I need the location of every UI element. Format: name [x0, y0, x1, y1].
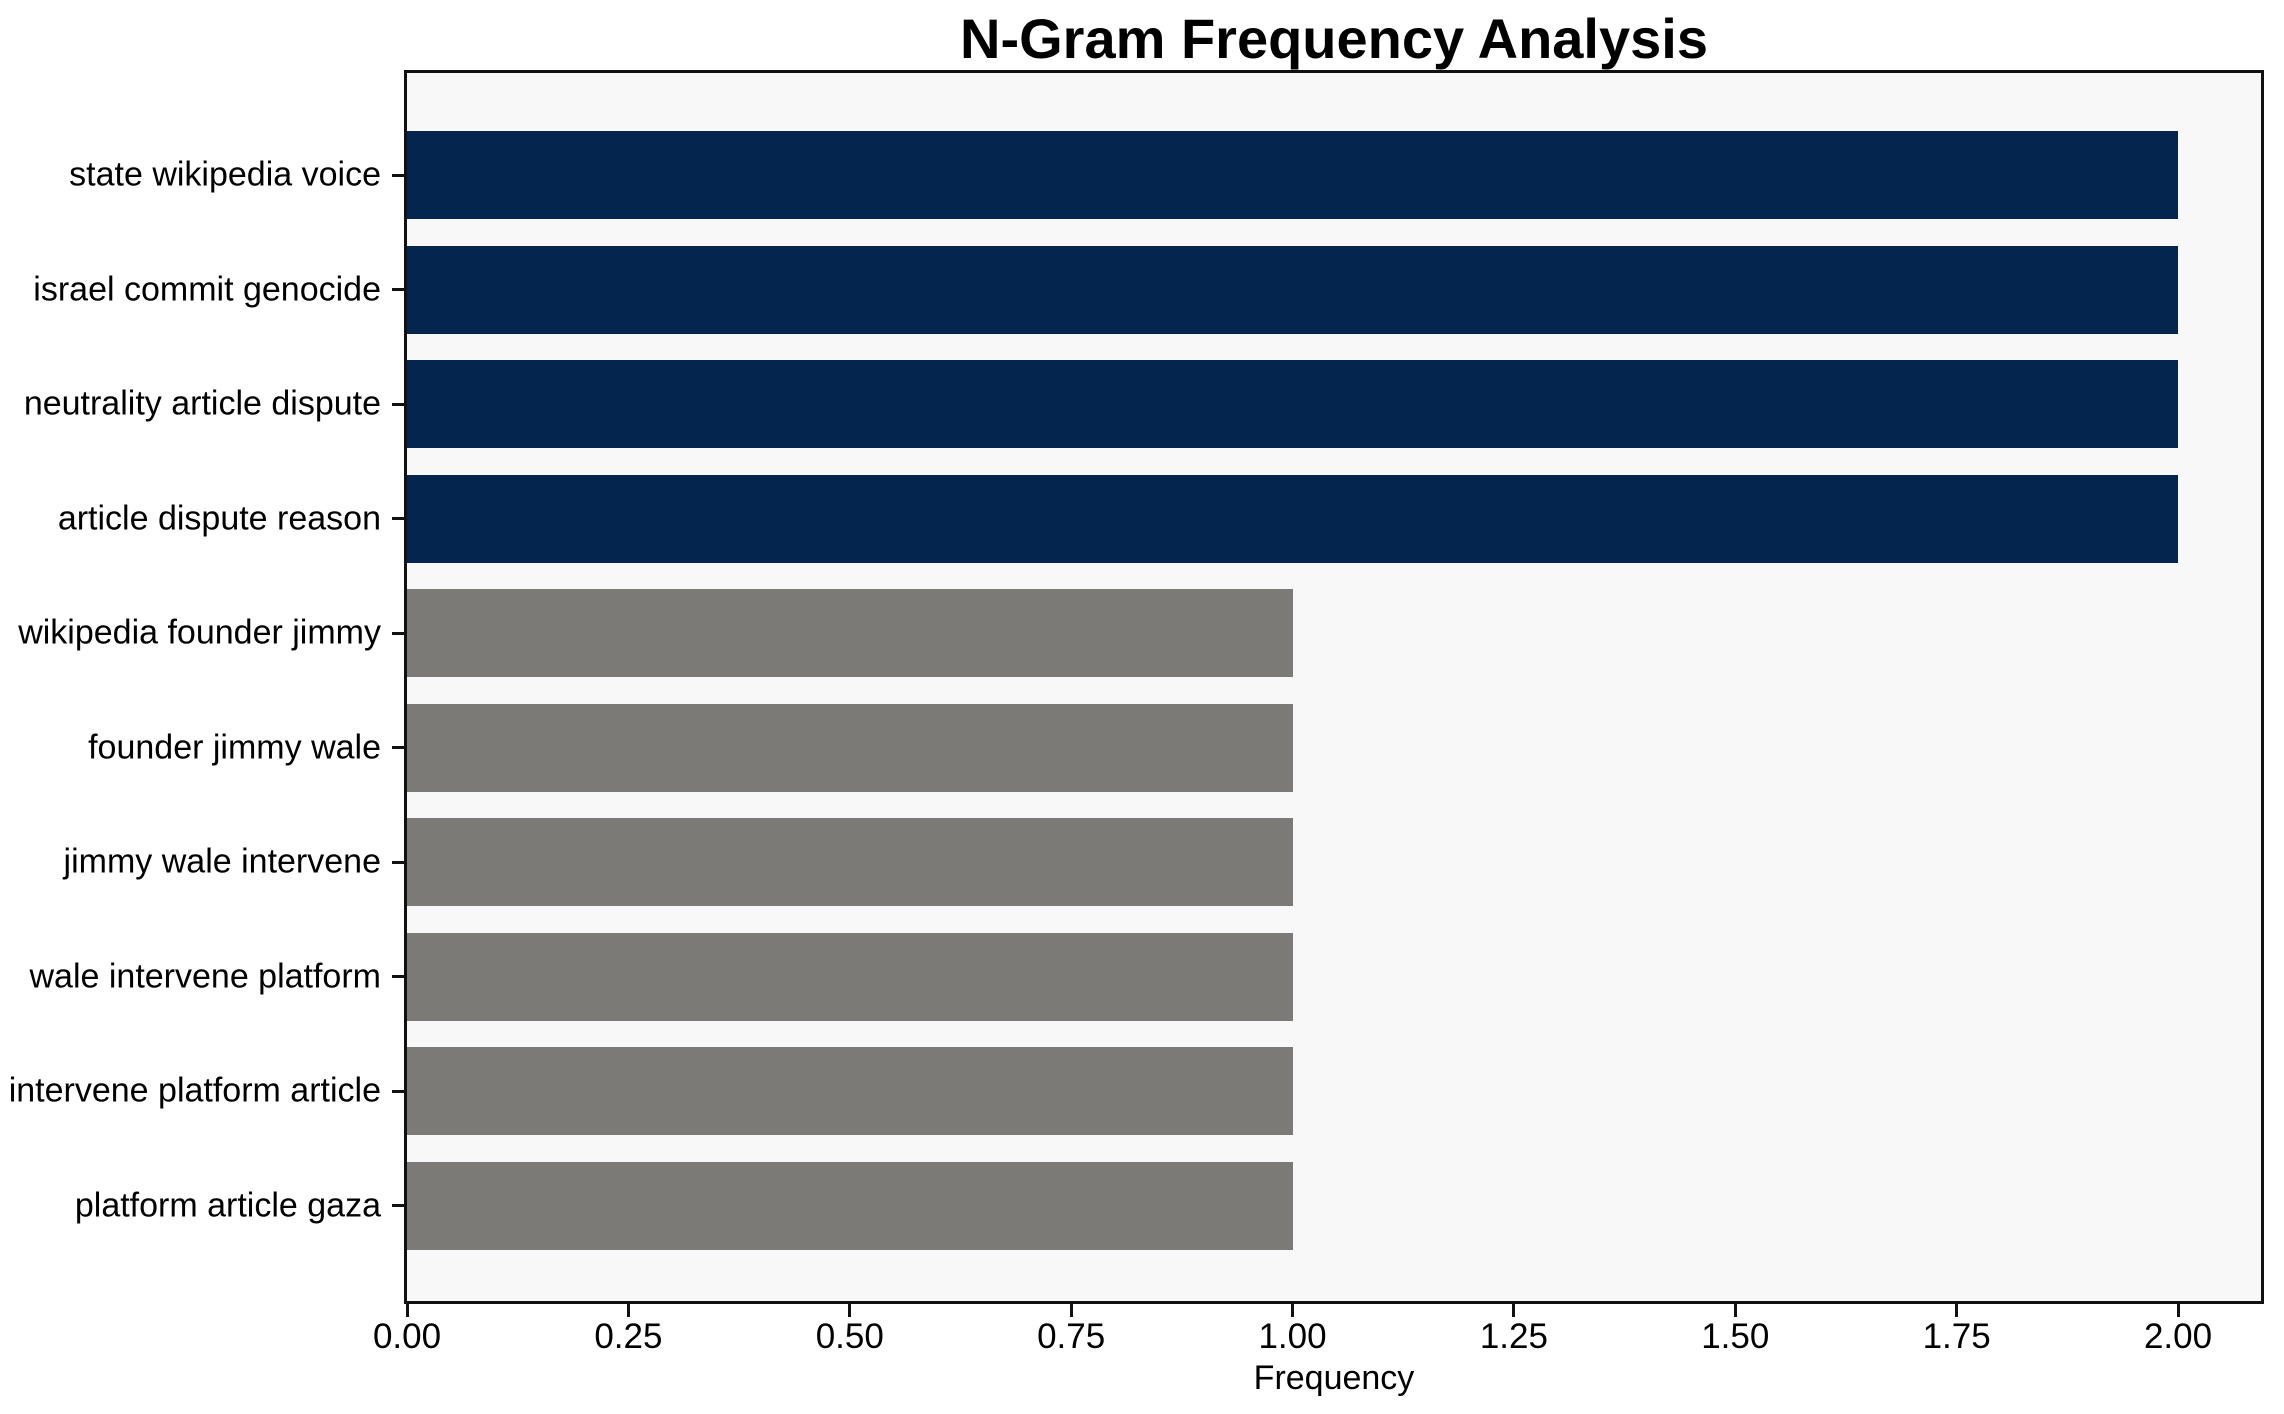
x-tick-label: 0.75	[1037, 1317, 1106, 1356]
y-tick-label: founder jimmy wale	[88, 728, 381, 766]
x-tick-label: 2.00	[2143, 1317, 2213, 1356]
plot-area	[404, 70, 2264, 1304]
y-tick-label: wale intervene platform	[29, 957, 381, 995]
x-tick-mark	[1069, 1304, 1073, 1317]
x-tick-label: 1.75	[1922, 1317, 1991, 1356]
y-tick-label: intervene platform article	[8, 1071, 381, 1110]
x-tick-mark	[1733, 1304, 1737, 1317]
y-tick-mark	[392, 1089, 404, 1093]
y-tick-mark	[392, 173, 404, 177]
y-tick-label: state wikipedia voice	[69, 155, 381, 194]
bar	[407, 245, 2178, 334]
bar	[407, 818, 1293, 906]
y-tick-mark	[392, 288, 404, 291]
x-tick-label: 0.50	[815, 1317, 884, 1356]
y-tick-label: jimmy wale intervene	[63, 842, 381, 881]
y-tick-mark	[392, 860, 404, 864]
x-tick-mark	[1512, 1304, 1516, 1317]
y-tick-label: neutrality article dispute	[23, 384, 381, 423]
bar	[407, 589, 1293, 677]
bar	[407, 474, 2178, 563]
x-tick-label: 0.00	[372, 1317, 442, 1356]
chart-title: N-Gram Frequency Analysis	[960, 7, 1708, 70]
bar	[407, 703, 1293, 792]
bar	[407, 131, 2178, 219]
y-tick-mark	[392, 746, 404, 749]
y-tick-label: article dispute reason	[57, 499, 381, 537]
y-tick-mark	[392, 975, 404, 978]
bar	[407, 360, 2178, 448]
x-tick-mark	[2176, 1304, 2180, 1317]
bar	[407, 1047, 1293, 1135]
bar	[407, 1161, 1293, 1250]
x-tick-mark	[405, 1304, 409, 1317]
bar	[407, 932, 1293, 1021]
x-tick-mark	[848, 1304, 852, 1317]
x-tick-label: 1.00	[1258, 1317, 1327, 1356]
x-tick-mark	[1291, 1304, 1294, 1317]
y-tick-mark	[392, 1204, 404, 1207]
x-axis-title: Frequency	[1253, 1359, 1415, 1397]
y-tick-mark	[392, 517, 404, 520]
y-tick-label: platform article gaza	[74, 1186, 381, 1224]
y-tick-mark	[392, 402, 404, 406]
x-tick-label: 1.25	[1479, 1317, 1548, 1356]
x-tick-label: 1.50	[1701, 1317, 1770, 1356]
y-tick-mark	[392, 631, 404, 635]
y-tick-label: israel commit genocide	[33, 270, 381, 308]
x-tick-mark	[626, 1304, 630, 1317]
y-tick-label: wikipedia founder jimmy	[18, 613, 381, 652]
x-tick-label: 0.25	[594, 1317, 663, 1356]
x-tick-mark	[1955, 1304, 1959, 1317]
